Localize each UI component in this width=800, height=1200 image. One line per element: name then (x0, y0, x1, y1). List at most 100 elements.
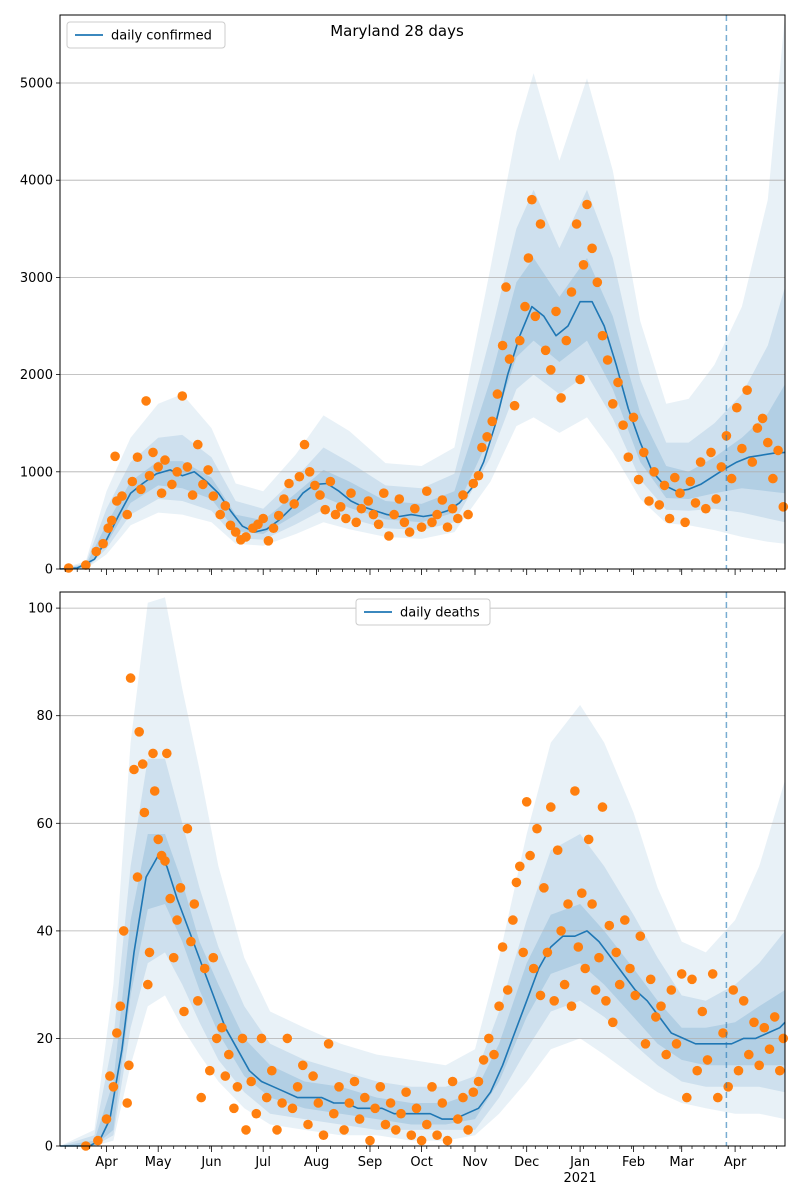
confirmed-data-point (144, 470, 155, 481)
confirmed-data-point (310, 480, 320, 491)
deaths-data-point (549, 996, 559, 1006)
deaths-data-point (566, 1001, 577, 1011)
deaths-data-point (406, 1130, 417, 1140)
deaths-data-point (546, 802, 556, 812)
confirmed-data-point (659, 480, 670, 491)
deaths-data-point (608, 1017, 618, 1028)
deaths-data-point (211, 1033, 222, 1044)
confirmed-data-point (399, 517, 410, 528)
confirmed-data-point (325, 476, 336, 487)
deaths-data-point (179, 1006, 189, 1017)
deaths-data-point (124, 1060, 134, 1071)
deaths-data-point (738, 996, 749, 1006)
deaths-data-point (473, 1076, 484, 1087)
deaths-panel: 0 20 40 60 80 100 Apr May Jun Jul Aug Sep Oct Nov Dec… (28, 591, 789, 1186)
deaths-data-point (137, 759, 148, 769)
confirmed-data-point (182, 462, 193, 472)
deaths-data-point (749, 1017, 759, 1028)
deaths-data-point (497, 942, 508, 952)
deaths-data-point (447, 1076, 458, 1087)
confirmed-data-point (527, 194, 537, 205)
confirmed-data-point (81, 560, 91, 570)
deaths-legend-label: daily deaths (400, 606, 480, 621)
deaths-data-point (396, 1108, 406, 1119)
confirmed-data-point (279, 494, 289, 504)
confirmed-data-point (315, 490, 325, 500)
deaths-data-point (172, 915, 182, 925)
deaths-data-point (697, 1006, 708, 1017)
deaths-y-tick-label: 60 (36, 817, 53, 832)
deaths-data-point (108, 1082, 119, 1092)
deaths-data-point (583, 834, 594, 845)
deaths-data-point (298, 1060, 308, 1071)
deaths-observed-points (81, 673, 789, 1151)
confirmed-data-point (258, 513, 269, 524)
deaths-data-point (463, 1125, 473, 1135)
confirmed-data-point (106, 515, 117, 526)
confirmed-data-point (335, 502, 346, 512)
deaths-y-axis: 0 20 40 60 80 100 (28, 602, 60, 1155)
confirmed-data-point (546, 365, 556, 375)
deaths-data-point (601, 996, 611, 1006)
deaths-data-point (323, 1039, 334, 1049)
deaths-band-mid (60, 758, 785, 1146)
confirmed-data-point (294, 471, 305, 482)
deaths-data-point (532, 823, 542, 834)
confirmed-data-point (492, 389, 503, 399)
deaths-data-point (759, 1022, 770, 1033)
confirmed-data-point (571, 219, 582, 229)
confirmed-data-point (732, 402, 742, 413)
deaths-data-point (303, 1119, 313, 1130)
deaths-data-point (385, 1098, 396, 1108)
deaths-data-point (162, 748, 172, 759)
confirmed-data-point (284, 478, 294, 489)
deaths-data-point (559, 979, 570, 990)
confirmed-data-point (509, 400, 520, 411)
confirmed-data-point (442, 522, 453, 532)
deaths-data-point (122, 1098, 132, 1108)
confirmed-data-point (487, 416, 498, 427)
deaths-data-point (134, 727, 144, 737)
confirmed-data-point (172, 467, 182, 477)
deaths-data-point (339, 1125, 349, 1135)
deaths-x-tick-label: Apr (724, 1155, 747, 1170)
confirmed-data-point (220, 501, 231, 511)
confirmed-data-point (453, 513, 463, 524)
deaths-data-point (101, 1114, 112, 1124)
confirmed-data-point (404, 527, 415, 537)
confirmed-data-point (639, 447, 649, 458)
confirmed-data-point (177, 391, 188, 401)
deaths-data-point (344, 1098, 355, 1108)
deaths-data-point (193, 996, 203, 1006)
deaths-data-point (733, 1065, 744, 1076)
confirmed-data-point (654, 500, 665, 510)
deaths-data-point (594, 952, 604, 963)
confirmed-data-point (530, 311, 541, 322)
deaths-data-point (511, 877, 522, 888)
deaths-data-point (165, 893, 175, 904)
confirmed-data-point (664, 513, 675, 524)
deaths-data-point (671, 1039, 682, 1049)
deaths-data-point (229, 1103, 239, 1114)
confirmed-data-point (103, 523, 113, 533)
deaths-series-line (60, 854, 786, 1147)
deaths-data-point (597, 802, 608, 812)
deaths-data-point (272, 1125, 282, 1135)
confirmed-data-point (122, 509, 132, 520)
confirmed-data-point (153, 462, 163, 472)
confirmed-data-point (341, 513, 351, 524)
deaths-data-point (478, 1055, 489, 1065)
deaths-data-point (153, 834, 163, 845)
confirmed-data-point (763, 437, 773, 448)
deaths-data-point (713, 1092, 723, 1103)
deaths-data-point (676, 969, 687, 979)
deaths-data-point (182, 823, 193, 834)
deaths-data-point (112, 1028, 122, 1038)
deaths-confidence-bands (60, 597, 785, 1146)
deaths-x-tick-label: Jan (569, 1155, 590, 1170)
confirmed-data-point (742, 385, 752, 396)
confirmed-data-point (437, 495, 448, 505)
deaths-x-tick-label: Jul (254, 1155, 271, 1170)
deaths-data-point (635, 931, 646, 941)
